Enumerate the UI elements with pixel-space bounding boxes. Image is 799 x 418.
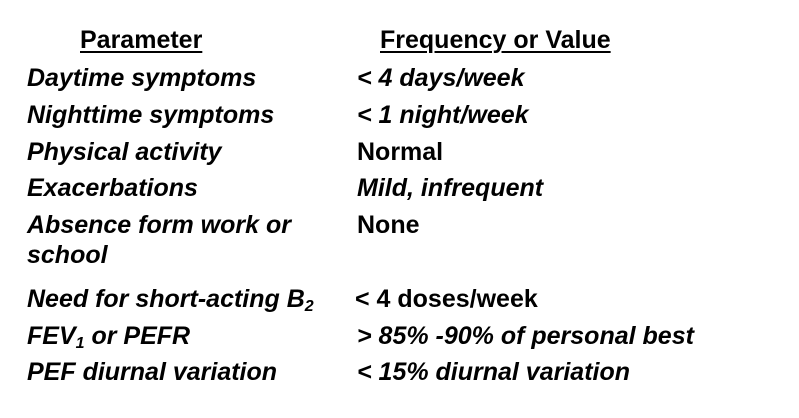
- row-parameter: Absence form work or school: [27, 211, 291, 269]
- row-parameter-subscript: 2: [304, 298, 314, 315]
- row-parameter: Daytime symptoms: [27, 64, 257, 92]
- row-value: > 85% -90% of personal best: [357, 322, 694, 350]
- header-parameter: Parameter: [80, 26, 203, 54]
- row-value: Mild, infrequent: [357, 174, 544, 202]
- row-parameter: PEF diurnal variation: [27, 358, 278, 386]
- row-parameter: Need for short-acting B2: [27, 284, 352, 315]
- row-value: < 4 doses/week: [355, 285, 538, 313]
- row-parameter-text: FEV: [27, 322, 76, 350]
- row-value: Normal: [357, 138, 444, 166]
- row-value: < 1 night/week: [357, 101, 529, 129]
- row-parameter: Nighttime symptoms: [27, 101, 275, 129]
- row-parameter-suffix: or PEFR: [84, 322, 191, 350]
- header-frequency-or-value: Frequency or Value: [380, 26, 611, 54]
- row-value: < 15% diurnal variation: [357, 358, 631, 386]
- row-parameter: Exacerbations: [27, 174, 198, 202]
- row-value: < 4 days/week: [357, 64, 525, 92]
- row-parameter: Physical activity: [27, 138, 222, 166]
- row-parameter-text: Need for short-acting B: [27, 285, 305, 313]
- row-parameter: FEV1 or PEFR: [27, 321, 352, 352]
- row-parameter-subscript: 1: [75, 335, 85, 352]
- row-value: None: [357, 211, 420, 239]
